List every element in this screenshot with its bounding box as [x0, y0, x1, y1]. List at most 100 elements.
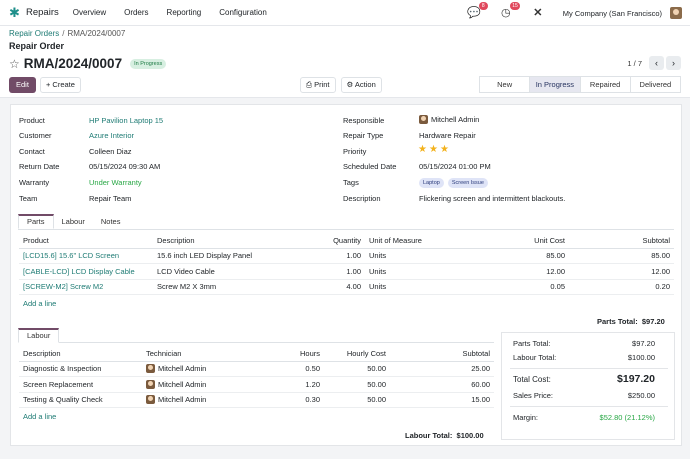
table-row[interactable]: Diagnostic & Inspection Mitchell Admin 0… [19, 361, 494, 377]
responsible-name: Mitchell Admin [431, 115, 480, 124]
tools-icon[interactable]: ✕ [533, 7, 543, 19]
part-description[interactable]: Screw M2 X 3mm [153, 279, 273, 295]
part-product[interactable]: [CABLE-LCD] LCD Display Cable [19, 263, 153, 280]
table-row[interactable]: Screen Replacement Mitchell Admin 1.20 5… [19, 376, 494, 393]
parts-add-line-link[interactable]: Add a line [23, 299, 57, 308]
labour-hourly-cost[interactable]: 50.00 [324, 376, 390, 393]
stage-new[interactable]: New [497, 80, 513, 89]
repair-type-field[interactable]: Hardware Repair [419, 131, 476, 140]
return-date-field[interactable]: 05/15/2024 09:30 AM [89, 162, 161, 171]
labour-hours[interactable]: 0.50 [252, 361, 324, 377]
scheduled-date-field[interactable]: 05/15/2024 01:00 PM [419, 162, 491, 171]
pager-previous-button[interactable]: ‹ [649, 56, 664, 70]
breadcrumb-repair-orders[interactable]: Repair Orders [9, 29, 60, 38]
tag-screen-issue[interactable]: Screen Issue [447, 178, 488, 188]
summary-sales-value: $250.00 [627, 391, 655, 400]
labour-description[interactable]: Screen Replacement [19, 376, 142, 393]
labour-description[interactable]: Testing & Quality Check [19, 392, 142, 408]
part-uom[interactable]: Units [365, 248, 477, 264]
labour-total: Labour Total: $100.00 [405, 431, 484, 440]
company-switcher[interactable]: My Company (San Francisco) [562, 8, 662, 18]
customer-field[interactable]: Azure Interior [89, 131, 135, 140]
part-uom[interactable]: Units [365, 263, 477, 280]
stage-repaired[interactable]: Repaired [579, 77, 630, 92]
table-row[interactable]: [CABLE-LCD] LCD Display Cable LCD Video … [19, 263, 674, 280]
tab-notes[interactable]: Notes [100, 217, 121, 226]
part-description[interactable]: 15.6 inch LED Display Panel [153, 248, 273, 264]
part-product[interactable]: [SCREW-M2] Screw M2 [19, 279, 153, 295]
action-button[interactable]: ⚙ Action [340, 77, 382, 93]
summary-labour-label: Labour Total: [513, 353, 557, 362]
labour-description[interactable]: Diagnostic & Inspection [19, 361, 142, 377]
menu-reporting[interactable]: Reporting [166, 8, 202, 17]
part-quantity[interactable]: 1.00 [273, 248, 365, 264]
user-avatar[interactable] [670, 7, 682, 19]
col-labour-subtotal[interactable]: Subtotal [390, 347, 494, 362]
description-field[interactable]: Flickering screen and intermittent black… [419, 194, 566, 203]
part-unit-cost[interactable]: 0.05 [477, 279, 569, 295]
labour-hourly-cost[interactable]: 50.00 [324, 361, 390, 377]
table-row[interactable]: Testing & Quality Check Mitchell Admin 0… [19, 392, 494, 408]
print-button[interactable]: ⎙ Print [300, 77, 336, 93]
pager-next-button[interactable]: › [666, 56, 681, 70]
tab-labour[interactable]: Labour [61, 217, 85, 226]
labour-technician[interactable]: Mitchell Admin [142, 392, 252, 408]
technician-name: Mitchell Admin [158, 364, 207, 374]
create-button[interactable]: + Create [39, 77, 81, 93]
edit-button[interactable]: Edit [9, 77, 36, 93]
form-sheet: Product HP Pavilion Laptop 15 Customer A… [10, 104, 682, 446]
table-row[interactable]: [LCD15.6] 15.6" LCD Screen 15.6 inch LED… [19, 248, 674, 264]
col-hours[interactable]: Hours [252, 347, 324, 362]
table-row[interactable]: [SCREW-M2] Screw M2 Screw M2 X 3mm 4.00 … [19, 279, 674, 295]
star-icon[interactable]: ★ [439, 144, 451, 155]
part-description[interactable]: LCD Video Cable [153, 263, 273, 280]
col-hourly-cost[interactable]: Hourly Cost [324, 347, 390, 362]
summary-labour-row: Labour Total: $100.00 [513, 353, 655, 362]
col-labour-description[interactable]: Description [19, 347, 142, 362]
tab-labour-section[interactable]: Labour [18, 328, 60, 343]
activity-clock-icon[interactable]: ◷ 15 [500, 2, 520, 19]
menu-overview[interactable]: Overview [72, 8, 107, 17]
col-quantity[interactable]: Quantity [273, 234, 365, 249]
labour-hours[interactable]: 0.30 [252, 392, 324, 408]
labour-hours[interactable]: 1.20 [252, 376, 324, 393]
summary-sales-label: Sales Price: [513, 391, 554, 400]
menu-configuration[interactable]: Configuration [219, 8, 267, 17]
part-quantity[interactable]: 4.00 [273, 279, 365, 295]
summary-labour-value: $100.00 [627, 353, 655, 362]
stage-in-progress[interactable]: In Progress [529, 77, 580, 92]
tab-parts[interactable]: Parts [18, 214, 54, 229]
col-uom[interactable]: Unit of Measure [365, 234, 477, 249]
app-logo[interactable]: ✱ Repairs [9, 6, 59, 19]
star-icon[interactable]: ★ [418, 144, 429, 155]
responsible-field[interactable]: Mitchell Admin [419, 115, 479, 124]
tags-field[interactable]: Laptop Screen Issue [419, 177, 492, 188]
col-description[interactable]: Description [153, 234, 273, 249]
product-field[interactable]: HP Pavilion Laptop 15 [89, 116, 164, 125]
part-unit-cost[interactable]: 12.00 [477, 263, 569, 280]
pager-counter[interactable]: 1 / 7 [627, 59, 642, 68]
part-quantity[interactable]: 1.00 [273, 263, 365, 280]
menu-orders[interactable]: Orders [124, 8, 149, 17]
tag-laptop[interactable]: Laptop [419, 178, 444, 188]
col-subtotal[interactable]: Subtotal [569, 234, 674, 249]
priority-stars[interactable]: ★★★ [418, 144, 451, 155]
labour-hourly-cost[interactable]: 50.00 [324, 392, 390, 408]
part-uom[interactable]: Units [365, 279, 477, 295]
col-product[interactable]: Product [19, 234, 153, 249]
col-unit-cost[interactable]: Unit Cost [477, 234, 569, 249]
part-product[interactable]: [LCD15.6] 15.6" LCD Screen [19, 248, 153, 264]
labour-technician[interactable]: Mitchell Admin [142, 376, 252, 393]
col-technician[interactable]: Technician [142, 347, 252, 362]
part-unit-cost[interactable]: 85.00 [477, 248, 569, 264]
favorite-star-icon[interactable]: ☆ [9, 56, 20, 71]
labour-technician[interactable]: Mitchell Admin [142, 361, 252, 377]
labour-add-line-link[interactable]: Add a line [23, 412, 57, 421]
chat-icon[interactable]: 💬 8 [467, 2, 488, 20]
warranty-field[interactable]: Under Warranty [89, 178, 142, 187]
star-icon[interactable]: ★ [428, 144, 440, 155]
stage-delivered[interactable]: Delivered [629, 77, 680, 92]
labour-subtotal: 15.00 [390, 392, 494, 408]
team-field[interactable]: Repair Team [89, 194, 132, 203]
contact-field[interactable]: Colleen Diaz [89, 147, 132, 156]
